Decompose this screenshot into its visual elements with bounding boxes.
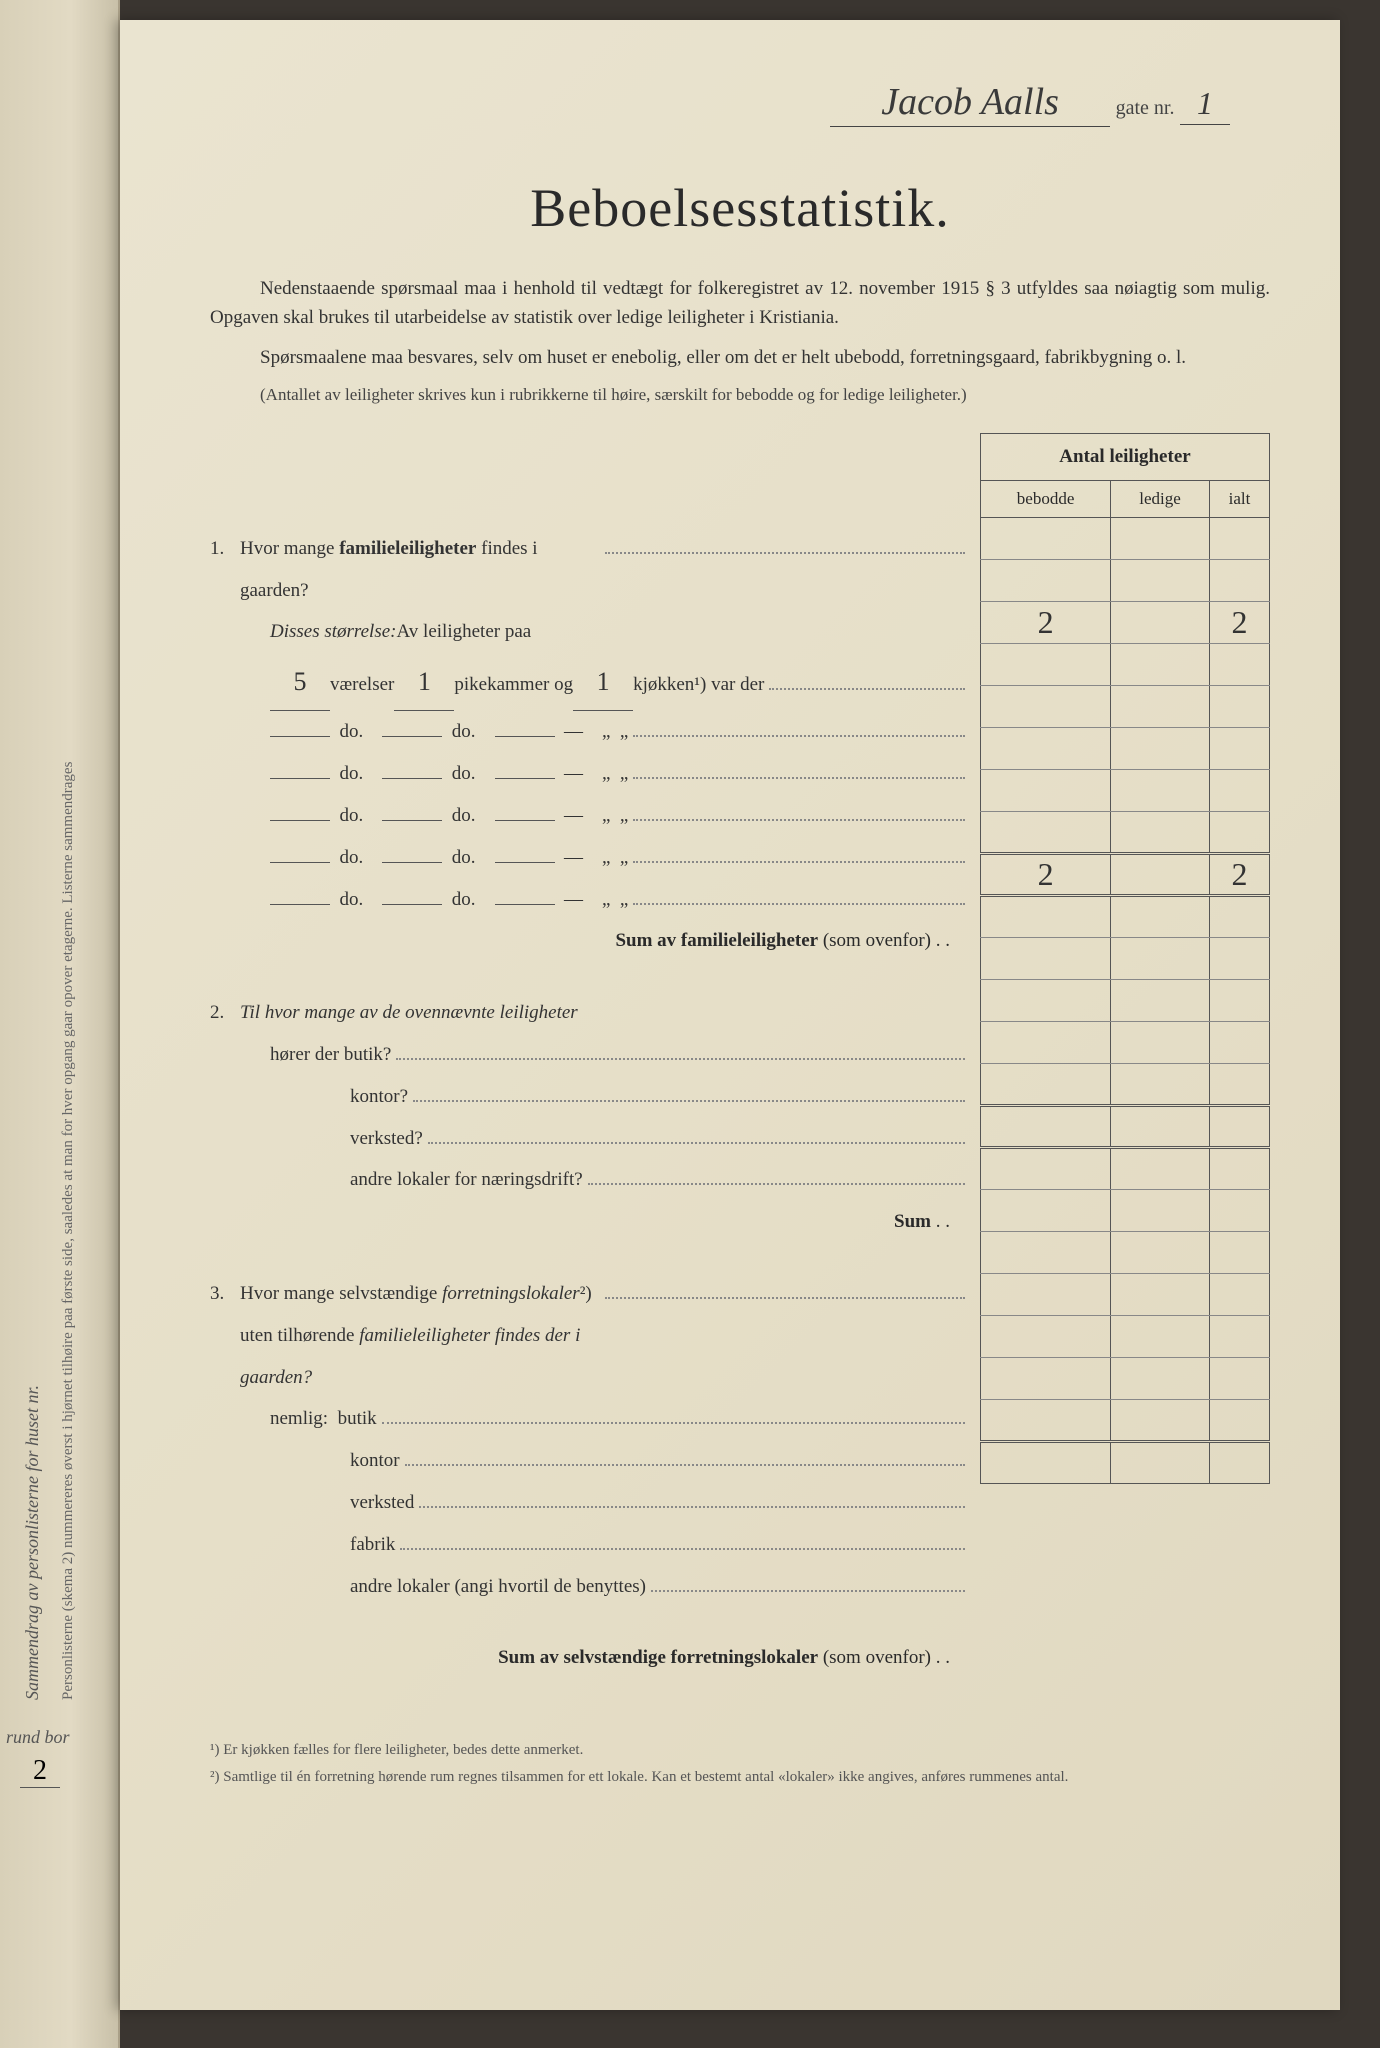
- pikekammer-value: 1: [394, 653, 454, 711]
- q1-do-row: do. do. — „ „: [210, 711, 970, 753]
- book-spine: Sammendrag av personlisterne for huset n…: [0, 0, 120, 2048]
- q2-sum: Sum . .: [210, 1201, 970, 1243]
- document-page: Jacob Aalls gate nr. 1 Beboelsesstatisti…: [120, 20, 1340, 2010]
- questions-column: 1. Hvor mange familieleiligheter findes …: [210, 433, 980, 1709]
- q2-number: 2.: [210, 992, 240, 1034]
- q3-number: 3.: [210, 1273, 240, 1315]
- cell-sum1-ialt: 2: [1209, 853, 1269, 895]
- intro-paragraph-2: Spørsmaalene maa besvares, selv om huset…: [210, 343, 1270, 372]
- q3-fabrik: fabrik: [350, 1524, 395, 1566]
- q2-butik: hører der butik?: [270, 1034, 391, 1076]
- th-ledige: ledige: [1111, 480, 1210, 517]
- q3-kontor: kontor: [350, 1440, 400, 1482]
- q1-size-row-1: 5 værelser 1 pikekammer og 1 kjøkken¹) v…: [210, 653, 970, 711]
- vaerelser-value: 5: [270, 653, 330, 711]
- th-bebodde: bebodde: [981, 480, 1111, 517]
- q1-number: 1.: [210, 528, 240, 570]
- form-area: 1. Hvor mange familieleiligheter findes …: [210, 433, 1270, 1709]
- gate-label: gate nr.: [1116, 97, 1175, 119]
- q1-do-row: do. do. — „ „: [210, 753, 970, 795]
- q3-andre: andre lokaler (angi hvortil de benyttes): [350, 1566, 646, 1608]
- spine-secondary-text: Personlisterne (skema 2) nummereres øver…: [60, 100, 77, 1700]
- counts-table: Antal leiligheter bebodde ledige ialt 2 …: [980, 433, 1270, 1484]
- cell-r1-bebodde: 2: [981, 601, 1111, 643]
- q2-andre: andre lokaler for næringsdrift?: [350, 1159, 583, 1201]
- question-1: 1. Hvor mange familieleiligheter findes …: [210, 528, 970, 962]
- q2-verksted: verksted?: [350, 1118, 423, 1160]
- header-street-line: Jacob Aalls gate nr. 1: [210, 80, 1270, 127]
- footnote-1: ¹) Er kjøkken fælles for flere leilighet…: [210, 1739, 1270, 1762]
- q1-sum: Sum av familieleiligheter (som ovenfor) …: [210, 920, 970, 962]
- q3-text: Hvor mange selvstændige forretningslokal…: [240, 1273, 600, 1398]
- th-ialt: ialt: [1209, 480, 1269, 517]
- spine-rund-label: rund bor: [6, 1727, 70, 1748]
- cell-sum1-ledige: [1111, 853, 1210, 895]
- q1-disses: Disses størrelse:: [270, 611, 397, 653]
- th-main: Antal leiligheter: [981, 433, 1270, 480]
- q2-text: Til hvor mange av de ovennævnte leilighe…: [240, 992, 578, 1034]
- street-name-handwritten: Jacob Aalls: [830, 80, 1110, 127]
- q1-do-row: do. do. — „ „: [210, 795, 970, 837]
- footnote-2: ²) Samtlige til én forretning hørende ru…: [210, 1766, 1270, 1789]
- intro-paragraph-1: Nedenstaaende spørsmaal maa i henhold ti…: [210, 274, 1270, 333]
- q1-av-leil: Av leiligheter paa: [397, 611, 532, 653]
- page-title: Beboelsesstatistik.: [210, 177, 1270, 239]
- cell-r1-ialt: 2: [1209, 601, 1269, 643]
- counts-table-column: Antal leiligheter bebodde ledige ialt 2 …: [980, 433, 1270, 1709]
- intro-paragraph-3: (Antallet av leiligheter skrives kun i r…: [210, 382, 1270, 408]
- q3-verksted: verksted: [350, 1482, 414, 1524]
- question-2: 2. Til hvor mange av de ovennævnte leili…: [210, 992, 970, 1243]
- q3-sum: Sum av selvstændige forretningslokaler (…: [210, 1637, 970, 1679]
- q1-do-row: do. do. — „ „: [210, 879, 970, 921]
- footnotes: ¹) Er kjøkken fælles for flere leilighet…: [210, 1739, 1270, 1788]
- q1-text: Hvor mange familieleiligheter findes i g…: [240, 528, 600, 612]
- q1-do-row: do. do. — „ „: [210, 837, 970, 879]
- spine-main-text: Sammendrag av personlisterne for huset n…: [20, 100, 45, 1700]
- cell-r1-ledige: [1111, 601, 1210, 643]
- spine-rund-value: 2: [20, 1755, 60, 1788]
- q2-kontor: kontor?: [350, 1076, 408, 1118]
- question-3: 3. Hvor mange selvstændige forretningslo…: [210, 1273, 970, 1679]
- kjokken-value: 1: [573, 653, 633, 711]
- cell-sum1-bebodde: 2: [981, 853, 1111, 895]
- q3-nemlig: nemlig:: [270, 1398, 328, 1440]
- gate-number: 1: [1180, 85, 1230, 125]
